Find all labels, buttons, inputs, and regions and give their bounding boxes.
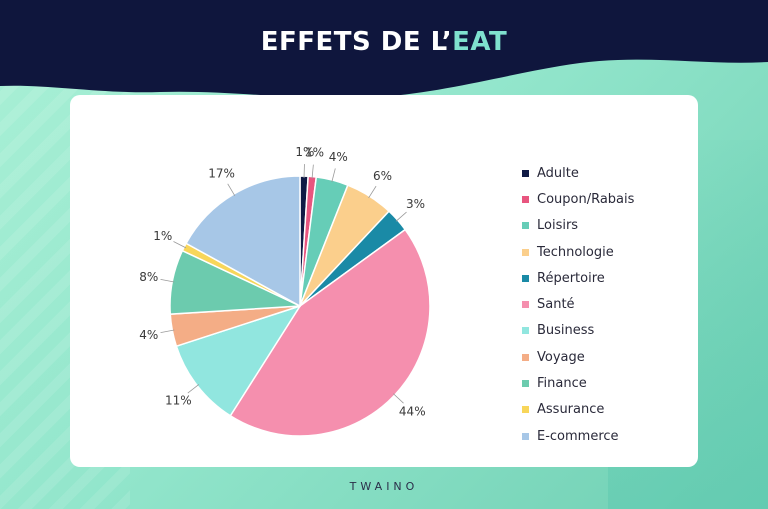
legend-item: Technologie [522, 239, 722, 265]
leader-line [368, 185, 377, 199]
legend-label: Assurance [537, 402, 605, 418]
slice-percent-label: 1% [295, 145, 314, 159]
legend-swatch [522, 432, 529, 440]
header-wave-shape [0, 0, 768, 99]
legend-swatch [522, 406, 529, 414]
legend-label: Santé [537, 297, 575, 313]
legend-label: Loisirs [537, 218, 579, 234]
slice-percent-label: 4% [139, 328, 158, 342]
legend-label: Répertoire [537, 270, 605, 286]
slice-percent-label: 1% [305, 146, 324, 160]
leader-line [395, 211, 407, 222]
legend-label: Business [537, 323, 595, 339]
legend-swatch [522, 169, 529, 177]
legend-label: Adulte [537, 165, 579, 181]
legend-label: Finance [537, 376, 587, 392]
leader-line [331, 168, 336, 183]
legend-item: Répertoire [522, 265, 722, 291]
legend-swatch [522, 222, 529, 230]
leader-line [173, 241, 187, 249]
legend-label: Technologie [537, 244, 614, 260]
leader-line [311, 164, 314, 179]
legend-item: Voyage [522, 344, 722, 370]
leader-line [160, 278, 175, 283]
legend-item: Santé [522, 291, 722, 317]
slice-percent-label: 17% [208, 166, 235, 180]
brand-logo: TWAINO [0, 480, 768, 493]
slice-percent-label: 44% [399, 404, 426, 418]
slice-percent-label: 8% [139, 270, 158, 284]
legend-item: Assurance [522, 397, 722, 423]
legend-swatch [522, 248, 529, 256]
header-wave [0, 0, 768, 99]
legend-swatch [522, 274, 529, 282]
legend-item: Adulte [522, 160, 722, 186]
slice-percent-label: 3% [406, 197, 425, 211]
legend-item: Loisirs [522, 213, 722, 239]
leader-line [393, 393, 404, 404]
legend-item: E-commerce [522, 423, 722, 449]
legend-label: E-commerce [537, 428, 619, 444]
slice-percent-label: 4% [329, 150, 348, 164]
legend-swatch [522, 353, 529, 361]
legend-swatch [522, 195, 529, 203]
legend-label: Voyage [537, 349, 585, 365]
legend-item: Finance [522, 370, 722, 396]
legend-item: Coupon/Rabais [522, 186, 722, 212]
title-accent: EAT [452, 27, 508, 57]
chart-legend: Adulte Coupon/Rabais Loisirs Technologie Rép… [522, 160, 722, 449]
slice-percent-label: 1% [153, 229, 172, 243]
leader-line [160, 329, 175, 334]
page-title: EFFETS DE L’EAT [0, 27, 768, 57]
leader-line [187, 384, 200, 394]
title-main: EFFETS DE L’ [260, 27, 453, 57]
legend-swatch [522, 301, 529, 309]
slice-percent-label: 6% [373, 169, 392, 183]
legend-item: Business [522, 318, 722, 344]
legend-swatch [522, 327, 529, 335]
brand-text: TWAINO [349, 480, 419, 493]
legend-swatch [522, 380, 529, 388]
slice-percent-label: 11% [165, 393, 192, 407]
legend-label: Coupon/Rabais [537, 191, 635, 207]
leader-line [227, 183, 236, 197]
